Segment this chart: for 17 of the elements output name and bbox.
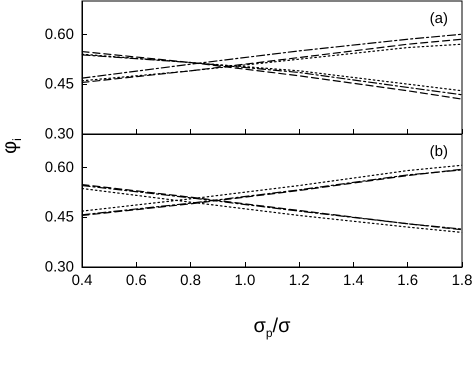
x-tick-label: 0.4	[72, 272, 92, 289]
x-tick-label: 0.6	[126, 272, 147, 289]
y-tick-label: 0.30	[44, 258, 74, 276]
x-tick-label: 1.2	[288, 272, 310, 289]
x-tick-label: 1.4	[343, 272, 364, 289]
y-tick-label: 0.45	[44, 76, 74, 93]
y-tick-label: 0.60	[44, 26, 74, 43]
x-tick-label: 0.8	[180, 272, 201, 289]
annotation: (a)	[430, 10, 448, 27]
x-tick-label: 1.8	[452, 272, 472, 289]
y-tick-label: 0.45	[44, 208, 74, 226]
x-tick-label: 1.0	[234, 272, 256, 289]
y-tick-label: 0.60	[44, 158, 74, 176]
x-tick-label: 1.6	[397, 272, 418, 289]
annotation: (b)	[430, 143, 448, 160]
y-axis-title: φi	[0, 138, 24, 154]
y-tick-label: 0.30	[44, 126, 74, 142]
